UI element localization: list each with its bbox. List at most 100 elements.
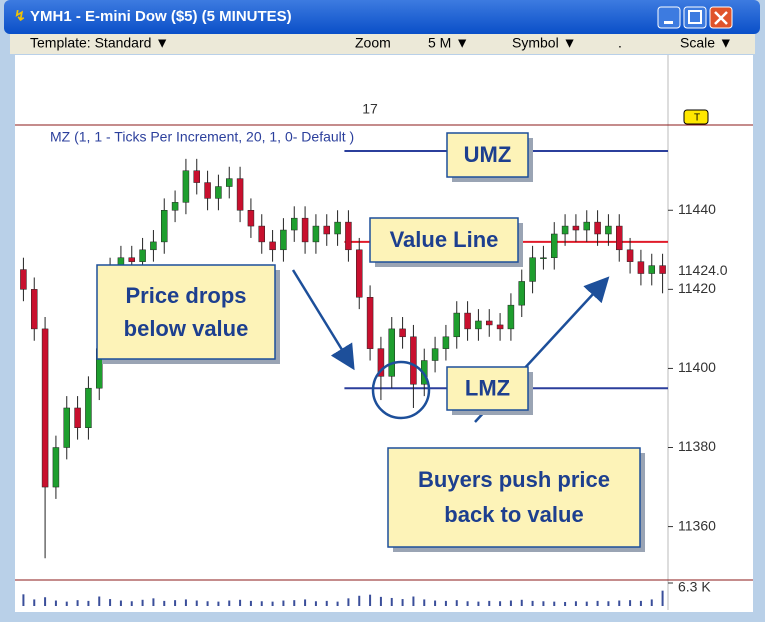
callouts: UMZ Value Line LMZ Price drops below value Bu…	[96, 132, 645, 552]
candle-body	[356, 249, 363, 298]
callout-box	[446, 132, 529, 178]
candle-body	[291, 217, 298, 231]
volume-bar	[54, 600, 57, 606]
volume-bar	[249, 600, 252, 606]
candle-body	[41, 328, 49, 488]
marker-label: T	[694, 113, 700, 124]
volume-bar	[358, 595, 361, 606]
candle-body	[280, 229, 287, 251]
volume-bar	[65, 601, 68, 606]
volume-bar	[379, 596, 382, 606]
candle-body	[486, 320, 493, 326]
volume-bar	[553, 601, 556, 606]
y-tick-label: 11420	[678, 280, 716, 296]
title-bar	[4, 0, 760, 34]
volume-bar	[33, 599, 36, 606]
candle-body	[31, 289, 38, 330]
candle-body	[85, 387, 92, 428]
volume-bar	[314, 601, 317, 606]
volume-bar	[174, 600, 177, 606]
candle-body	[583, 221, 590, 231]
volume-bar	[22, 594, 25, 606]
candle-body	[442, 336, 450, 349]
maximize-icon	[688, 10, 702, 24]
volume-bar	[152, 598, 155, 606]
volume-bar	[618, 600, 621, 606]
callout-box	[96, 264, 276, 360]
candle-body	[377, 348, 385, 377]
volume-bar	[542, 601, 545, 606]
candle-body	[63, 407, 70, 448]
volume-bar	[531, 600, 534, 606]
candle-body	[616, 225, 623, 251]
volume-bar	[596, 600, 599, 606]
candle-body	[453, 312, 460, 338]
candle-body	[626, 249, 634, 262]
y-tick-label: 11400	[678, 359, 716, 375]
toolbar	[10, 34, 755, 54]
toolbar-item[interactable]: Scale ▼	[680, 35, 733, 51]
callout-text: Value Line	[390, 227, 499, 252]
volume-bar	[239, 599, 242, 606]
toolbar-item[interactable]: Template: Standard ▼	[30, 35, 169, 51]
candle-body	[193, 170, 200, 183]
candle-body	[258, 225, 265, 243]
volume-bar	[130, 601, 133, 606]
volume-bar	[574, 601, 577, 606]
candle-body	[20, 269, 27, 290]
candle-body	[496, 324, 504, 330]
candle-body	[605, 225, 612, 235]
candle-body	[572, 225, 580, 231]
close-icon	[714, 11, 728, 25]
volume-bar	[325, 600, 328, 606]
volume-bar	[390, 597, 393, 606]
candle-body	[388, 328, 395, 377]
volume-bar	[444, 600, 447, 606]
candle-body	[594, 221, 601, 235]
volume-bar	[455, 600, 458, 606]
candle-body	[637, 261, 645, 274]
toolbar-item[interactable]: .	[618, 35, 622, 51]
candle-body	[52, 447, 60, 488]
volume-bar	[499, 601, 502, 606]
callout-text: Buyers push price	[418, 467, 610, 492]
volume-bar	[488, 600, 491, 606]
callout-box	[387, 447, 641, 548]
volume-bar	[347, 598, 350, 606]
candle-body	[312, 225, 320, 243]
candle-body	[366, 297, 374, 349]
volume-bar	[466, 601, 469, 606]
candle-body	[507, 304, 515, 330]
toolbar-item[interactable]: Symbol ▼	[512, 35, 576, 51]
volume-bar	[76, 600, 79, 606]
volume-bar	[336, 601, 339, 606]
candle-body	[518, 281, 525, 306]
window-title: YMH1 - E-mini Dow ($5) (5 MINUTES)	[30, 8, 292, 25]
callout-box	[446, 366, 529, 411]
minimize-button[interactable]	[657, 6, 681, 29]
volume-bar	[98, 596, 101, 606]
y-tick-label: 11440	[678, 201, 716, 217]
volume-bar	[564, 601, 567, 606]
candle-body	[464, 312, 471, 330]
volume-bar	[271, 601, 274, 606]
candle-body	[431, 348, 439, 361]
volume-bar	[412, 596, 415, 606]
marker	[683, 109, 709, 125]
candle-body	[551, 233, 558, 258]
candle-body	[161, 210, 168, 243]
volume-bar	[661, 590, 664, 606]
volume-bar	[639, 600, 642, 606]
volume-bar	[650, 599, 653, 606]
volume-bar	[520, 599, 523, 606]
candle-body	[247, 210, 255, 227]
toolbar-item[interactable]: 5 M ▼	[428, 35, 469, 51]
candle-body	[475, 320, 482, 330]
candle-body	[128, 257, 135, 262]
volume-bar	[260, 601, 263, 606]
callout-text: back to value	[444, 502, 583, 527]
toolbar-item[interactable]: Zoom	[355, 35, 391, 51]
candle-body	[269, 241, 276, 251]
volume-bar	[477, 601, 480, 606]
